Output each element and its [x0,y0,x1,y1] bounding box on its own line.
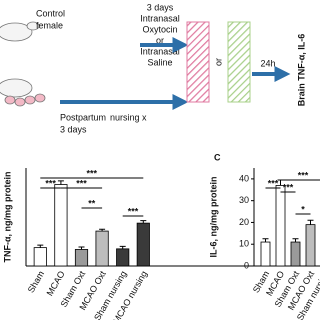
panel-label: C [214,152,221,162]
sham-box [227,21,251,103]
label: Intranasal [140,46,180,56]
outcome: Brain TNF-α, IL-6 [296,34,306,107]
significance-label: *** [298,170,309,180]
mouse-with-pups-icon [0,78,46,107]
error-bar [57,180,64,185]
error-bar [140,220,147,224]
mcao-box [186,21,210,103]
error-bar [292,238,299,243]
label: or [156,35,164,45]
bar [95,230,109,267]
significance-label: * [301,204,305,214]
bar [275,185,286,267]
significance-label: *** [268,178,279,188]
y-tick-label: 0 [244,260,249,270]
label: Oxytocin [142,24,177,34]
label: Postpartum [60,112,106,122]
error-bar [119,245,126,249]
label: 3 days [60,124,87,134]
error-bar [78,246,85,250]
x-tick-label: MCAO [45,269,67,297]
label: or [213,58,223,66]
bar [74,249,89,267]
label: Control [36,8,65,18]
error-bar [307,219,314,225]
error-bar [37,244,44,248]
label: Intranasal [140,13,180,23]
bar [116,248,130,267]
y-tick-label: 10 [239,239,249,249]
significance-label: *** [283,182,294,192]
bar [305,224,316,267]
y-axis-label: IL-6, ng/mg protein [208,177,218,258]
label: female [36,20,63,30]
y-tick-label: 30 [239,195,249,205]
significance-label: *** [45,178,56,188]
bar [290,241,301,267]
label: 24h [260,58,275,68]
significance-label: *** [87,168,98,178]
x-tick-label: Sham [26,269,46,294]
bar [54,184,68,267]
bar [260,241,271,267]
mouse-icon [0,21,40,42]
y-tick-label: 40 [239,173,249,183]
error-bar [262,238,269,243]
bar [136,222,150,267]
error-bar [99,228,106,232]
y-tick-label: 20 [239,217,249,227]
y-axis-label: TNF-α, ng/mg protein [2,171,12,262]
significance-label: ** [88,198,96,208]
significance-label: *** [76,178,87,188]
label: nursing x [110,112,147,122]
bar [33,247,47,267]
label: 3 days [147,2,174,12]
label: Saline [147,57,172,67]
significance-label: *** [128,206,139,216]
